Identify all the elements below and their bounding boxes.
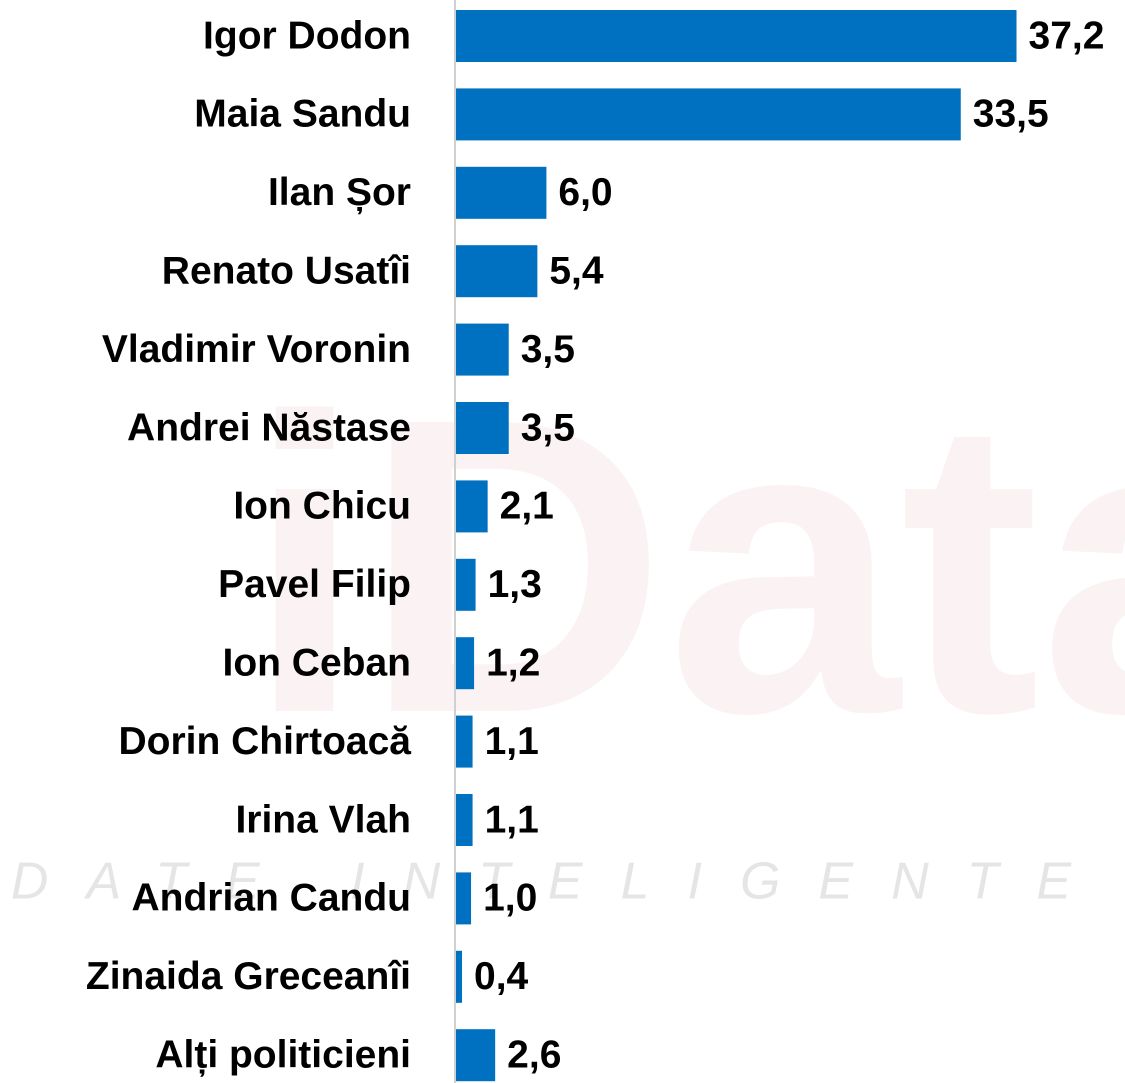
bar [456, 245, 538, 298]
bar [456, 794, 473, 846]
value-label: 2,6 [507, 1033, 561, 1076]
category-label: Maia Sandu [194, 93, 411, 136]
value-label: 3,5 [521, 328, 575, 371]
value-label: 2,1 [500, 485, 554, 528]
bar [456, 558, 476, 611]
category-label: Ilan Șor [268, 171, 411, 214]
value-label: 5,4 [549, 249, 604, 292]
category-label: Alți politicieni [155, 1033, 411, 1076]
bar [456, 715, 473, 768]
watermark-tagline: DATE INTELIGENTE [11, 853, 1109, 911]
category-label: Renato Usatîi [162, 249, 411, 292]
category-label: Ion Ceban [222, 641, 411, 684]
value-label: 1,3 [488, 563, 542, 606]
bar [456, 88, 961, 141]
value-label: 6,0 [558, 171, 612, 214]
value-label: 1,1 [485, 720, 539, 763]
bar [456, 402, 509, 454]
category-label: Pavel Filip [218, 563, 411, 606]
category-label: Andrian Candu [132, 877, 412, 920]
category-label: Andrei Năstase [127, 406, 411, 449]
value-label: 0,4 [474, 955, 529, 998]
value-label: 1,2 [486, 641, 540, 684]
bar [456, 1029, 496, 1082]
value-label: 3,5 [521, 406, 575, 449]
category-label: Irina Vlah [235, 798, 411, 841]
value-label: 1,1 [485, 798, 539, 841]
watermark: iData [246, 332, 1125, 801]
bar [456, 950, 463, 1003]
category-label: Igor Dodon [203, 14, 411, 57]
value-label: 37,2 [1029, 14, 1105, 57]
category-label: Vladimir Voronin [102, 328, 411, 371]
bar [456, 323, 509, 376]
category-label: Zinaida Greceanîi [86, 955, 411, 998]
bar [456, 480, 488, 533]
category-label: Ion Chicu [233, 485, 411, 528]
bar [456, 166, 547, 219]
value-label: 1,0 [483, 877, 537, 920]
value-label: 33,5 [973, 93, 1049, 136]
bar [456, 10, 1017, 62]
bar [456, 637, 475, 690]
category-label: Dorin Chirtoacă [118, 720, 411, 763]
bar [456, 872, 472, 925]
